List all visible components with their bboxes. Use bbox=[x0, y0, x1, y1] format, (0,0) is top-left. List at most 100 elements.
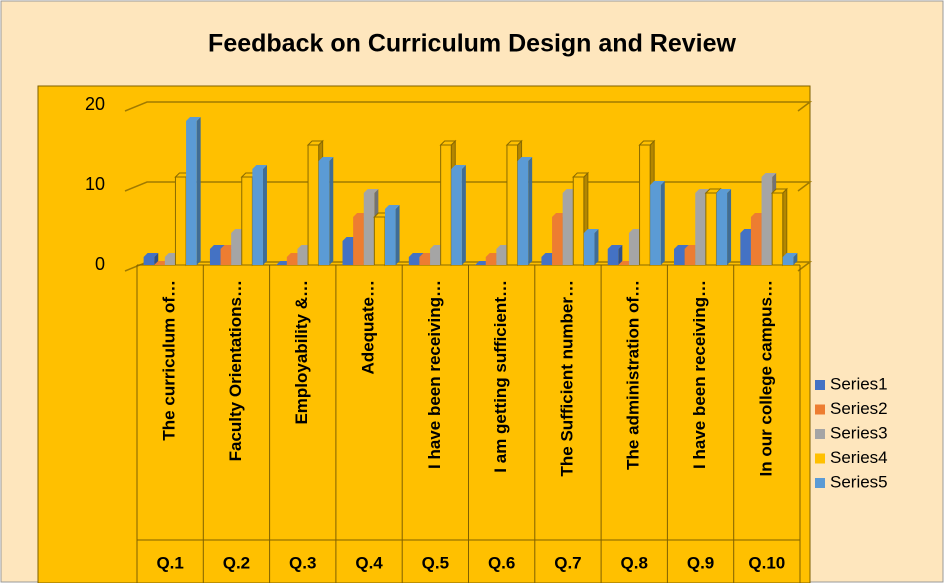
bar-front bbox=[761, 177, 773, 265]
bar-side bbox=[395, 205, 400, 265]
bar-front bbox=[485, 257, 497, 265]
bar-top bbox=[209, 245, 225, 249]
bar-front bbox=[363, 193, 375, 265]
bar-front bbox=[771, 192, 784, 266]
plot-area bbox=[37, 85, 811, 584]
bar-top bbox=[363, 189, 379, 193]
bar-side bbox=[262, 165, 267, 265]
bar-front bbox=[695, 193, 706, 265]
bar-front bbox=[572, 176, 585, 266]
bar-side bbox=[461, 165, 466, 265]
bar bbox=[252, 165, 267, 265]
bar bbox=[451, 165, 466, 265]
bar-top bbox=[674, 245, 689, 249]
bar-side bbox=[196, 117, 201, 265]
bar-front bbox=[607, 249, 619, 265]
bar-top bbox=[716, 189, 732, 193]
x-tick-label: Faculty Orientations… bbox=[226, 280, 245, 461]
bar-front bbox=[496, 249, 507, 265]
legend-label: Series4 bbox=[830, 448, 888, 467]
bar-front bbox=[408, 257, 420, 265]
x-tick-label: I am getting sufficient… bbox=[491, 280, 510, 473]
group-label: Q.8 bbox=[621, 553, 648, 572]
bar-side bbox=[727, 189, 732, 265]
bar-front bbox=[286, 257, 298, 265]
bar-front bbox=[562, 193, 574, 265]
bar-top bbox=[650, 181, 665, 185]
legend-swatch bbox=[815, 478, 825, 488]
group-label: Q.2 bbox=[223, 553, 250, 572]
grid-line bbox=[124, 101, 813, 112]
bar-front bbox=[318, 161, 330, 265]
legend-swatch bbox=[815, 453, 825, 464]
bar-top bbox=[318, 157, 334, 161]
bar-front bbox=[583, 233, 595, 265]
bar-front bbox=[740, 233, 751, 265]
group-label: Q.3 bbox=[289, 553, 316, 572]
bar-top bbox=[186, 117, 201, 121]
bar-front bbox=[430, 249, 441, 265]
bar-top bbox=[408, 253, 424, 257]
bar-side bbox=[528, 157, 533, 265]
y-tick-label: 0 bbox=[95, 254, 105, 274]
bar-front bbox=[384, 209, 396, 265]
bar-front bbox=[440, 144, 452, 266]
x-tick-label: In our college campus… bbox=[756, 280, 775, 477]
bar-front bbox=[716, 193, 728, 265]
bar-front bbox=[541, 257, 553, 265]
chart-title: Feedback on Curriculum Design and Review bbox=[208, 30, 736, 58]
bar-top bbox=[517, 157, 533, 161]
bar-side bbox=[618, 245, 623, 265]
bar-top bbox=[761, 173, 777, 177]
bar-front bbox=[628, 233, 640, 265]
bar bbox=[607, 245, 623, 265]
legend-label: Series3 bbox=[830, 423, 888, 442]
bar-front bbox=[209, 249, 221, 265]
group-label: Q.6 bbox=[488, 553, 515, 572]
bar-front bbox=[750, 217, 762, 265]
bar-front bbox=[552, 217, 563, 265]
grid-line bbox=[124, 181, 813, 192]
bar-front bbox=[451, 169, 462, 265]
bar-front bbox=[782, 257, 794, 265]
bar bbox=[770, 187, 788, 267]
bar-front bbox=[684, 249, 696, 265]
legend-swatch bbox=[815, 429, 825, 439]
bar-front bbox=[174, 176, 187, 266]
bar bbox=[318, 157, 334, 265]
group-label: Q.4 bbox=[355, 553, 383, 572]
bar bbox=[384, 205, 400, 265]
bar-front bbox=[143, 257, 155, 265]
bar-front bbox=[419, 257, 431, 265]
bar-top bbox=[252, 165, 267, 169]
bar-front bbox=[220, 249, 232, 265]
legend-swatch bbox=[815, 404, 825, 415]
bar-side bbox=[660, 181, 665, 265]
bar-top bbox=[607, 245, 623, 249]
group-label: Q.10 bbox=[748, 553, 785, 572]
bar-front bbox=[506, 144, 519, 266]
legend-label: Series1 bbox=[830, 374, 888, 393]
x-tick-label: The curriculum of… bbox=[160, 280, 179, 441]
bar bbox=[517, 157, 533, 265]
x-tick-label: Adequate… bbox=[359, 280, 378, 374]
x-tick-label: The administration of… bbox=[624, 280, 643, 470]
bar-top bbox=[782, 253, 798, 257]
bar-front bbox=[186, 121, 197, 265]
bar-front bbox=[517, 161, 529, 265]
group-label: Q.5 bbox=[422, 553, 449, 572]
bar-front bbox=[373, 216, 386, 266]
bar-top bbox=[384, 205, 400, 209]
bar-front bbox=[252, 169, 263, 265]
x-tick-label: I have been receiving… bbox=[425, 280, 444, 469]
bar-front bbox=[674, 249, 685, 265]
y-tick-label: 10 bbox=[85, 174, 105, 194]
bar-front bbox=[650, 185, 661, 265]
bar bbox=[650, 181, 665, 265]
bar-front bbox=[353, 217, 364, 265]
group-label: Q.9 bbox=[687, 553, 714, 572]
bar bbox=[583, 229, 599, 265]
bar-front bbox=[164, 257, 176, 265]
bar-front bbox=[241, 176, 253, 266]
